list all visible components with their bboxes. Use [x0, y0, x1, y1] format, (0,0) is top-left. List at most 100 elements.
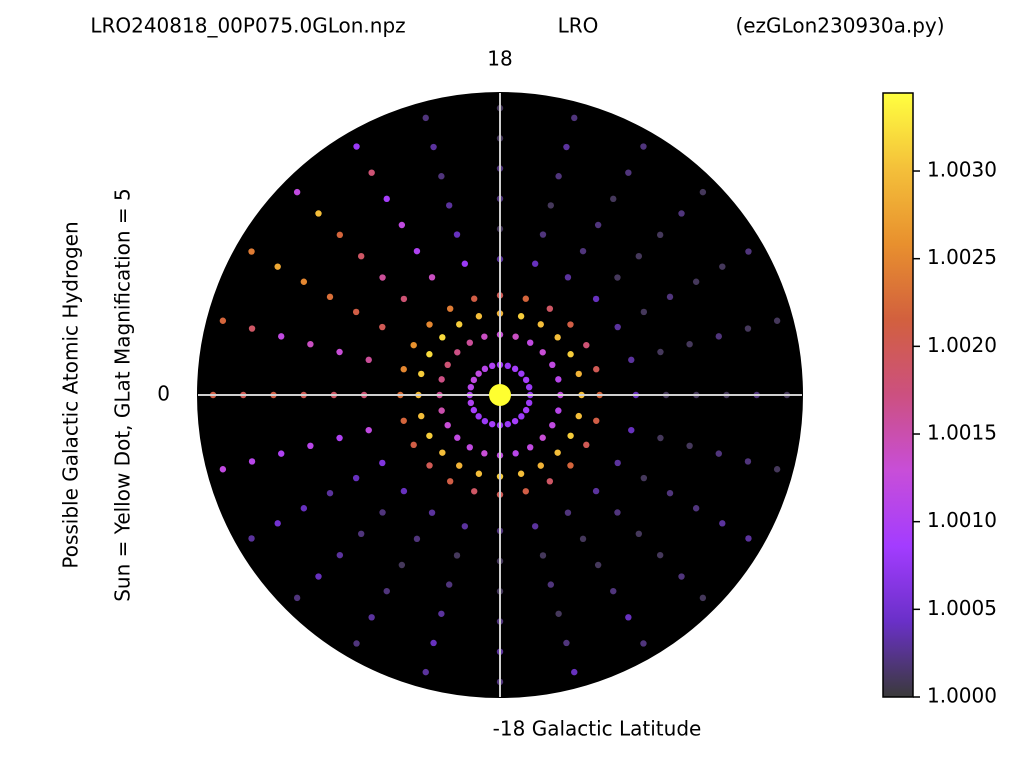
dot	[307, 340, 314, 348]
dot	[430, 639, 437, 647]
dot	[745, 535, 752, 542]
dot	[413, 247, 421, 255]
dot	[640, 143, 647, 150]
dot	[564, 274, 572, 281]
dot	[470, 376, 478, 384]
dot	[555, 610, 562, 617]
dot	[525, 399, 533, 407]
dot	[481, 333, 488, 340]
y-axis-label: Possible Galactic Atomic Hydrogen	[59, 221, 83, 568]
dot	[438, 610, 445, 617]
dot	[575, 370, 582, 378]
dot	[456, 462, 463, 469]
dot	[248, 535, 255, 542]
dot	[400, 417, 407, 424]
dot	[444, 361, 451, 368]
dot	[666, 293, 674, 301]
dot	[657, 348, 664, 356]
dot	[525, 383, 533, 391]
dot	[383, 195, 390, 203]
dot	[666, 489, 674, 497]
dot	[518, 413, 525, 420]
dot	[522, 376, 530, 384]
dot	[428, 274, 436, 281]
dot	[278, 450, 285, 457]
dot	[300, 278, 308, 285]
dot	[539, 349, 546, 356]
y-axis-label: Sun = Yellow Dot, GLat Magnification = 5	[111, 188, 135, 602]
dot	[365, 426, 372, 434]
dot	[614, 509, 621, 516]
dot	[583, 341, 590, 349]
dot	[547, 581, 555, 588]
dot	[336, 348, 343, 356]
sun-dot	[489, 384, 511, 406]
dot	[383, 587, 390, 595]
dot	[610, 195, 617, 203]
dot	[353, 640, 360, 647]
dot	[531, 260, 539, 267]
dot	[610, 587, 617, 595]
dot	[379, 274, 386, 281]
dot	[555, 407, 562, 414]
dot	[563, 143, 570, 151]
dot	[400, 366, 407, 373]
dot	[488, 362, 496, 370]
title-center: LRO	[558, 14, 599, 38]
dot	[481, 450, 488, 457]
dot	[678, 573, 685, 580]
dot	[368, 614, 375, 621]
dot	[539, 231, 547, 238]
dot	[517, 470, 525, 477]
dot	[336, 434, 343, 442]
colorbar-tick-label: 1.0020	[927, 333, 997, 357]
dot	[368, 169, 375, 176]
dot	[293, 594, 301, 602]
dot	[438, 376, 445, 383]
title-right: (ezGLon230930a.py)	[735, 14, 944, 38]
dot	[438, 173, 445, 180]
dot	[614, 459, 621, 467]
dot	[554, 449, 561, 456]
dot	[715, 333, 722, 340]
dot	[248, 325, 256, 332]
dot	[686, 340, 693, 348]
dot	[571, 668, 578, 676]
dot	[379, 509, 386, 516]
dot	[444, 422, 451, 429]
dot	[422, 668, 429, 676]
dot	[678, 210, 685, 217]
dot	[219, 466, 227, 473]
dot	[446, 478, 454, 485]
dot	[579, 247, 587, 255]
dot	[315, 210, 322, 217]
dot	[567, 351, 574, 358]
dot	[635, 252, 643, 260]
colorbar-tick-label: 1.0015	[927, 421, 997, 445]
dot	[488, 420, 496, 428]
dot	[352, 474, 360, 482]
dot	[744, 325, 752, 332]
dot	[744, 458, 752, 465]
dot	[274, 263, 281, 270]
dot	[567, 462, 574, 469]
dot	[699, 188, 707, 196]
dot	[537, 462, 544, 469]
dot	[426, 462, 433, 469]
dot	[699, 594, 707, 602]
dot	[511, 365, 519, 373]
dot	[336, 551, 344, 559]
dot	[467, 399, 475, 407]
y-tick-label: 0	[157, 382, 170, 406]
colorbar	[882, 92, 914, 698]
colorbar-tick-label: 1.0005	[927, 596, 997, 620]
dot	[438, 407, 445, 414]
dot	[445, 581, 453, 588]
dot	[445, 202, 453, 209]
title-left: LRO240818_00P075.0GLon.npz	[90, 14, 405, 38]
dot	[692, 505, 700, 512]
dot	[454, 349, 461, 356]
dot	[745, 248, 752, 255]
dot	[398, 561, 406, 569]
dot	[326, 489, 334, 497]
